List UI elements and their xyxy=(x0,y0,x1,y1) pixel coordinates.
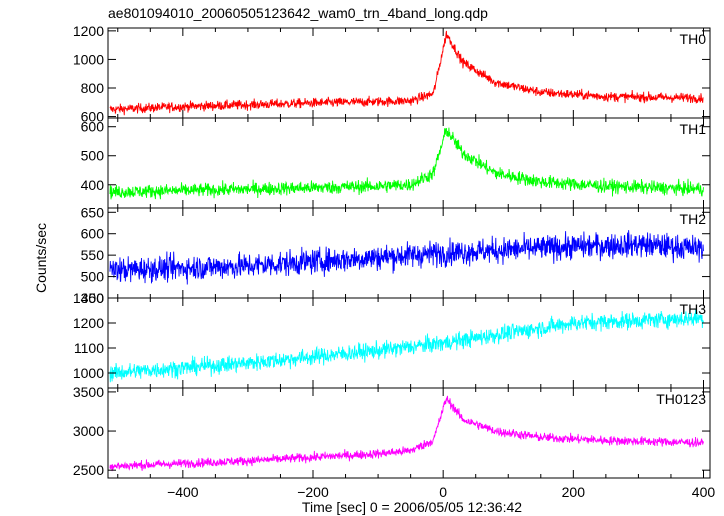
y-axis-title: Counts/sec xyxy=(33,223,49,293)
series-th3 xyxy=(109,309,704,383)
panel-th0: 600 800 1000 1200 TH0 xyxy=(73,23,711,125)
y-tick-label: 500 xyxy=(81,148,105,164)
panel-frame xyxy=(107,117,711,209)
y-tick-label: 550 xyxy=(81,247,105,263)
panel-label: TH0123 xyxy=(656,391,706,407)
series-th2 xyxy=(109,230,704,285)
plot-title: ae801094010_20060505123642_wam0_trn_4ban… xyxy=(108,5,488,21)
y-tick-label: 450 xyxy=(81,290,105,306)
y-tick-label: 500 xyxy=(81,269,105,285)
y-tick-label: 600 xyxy=(81,109,105,125)
x-tick-label: 0 xyxy=(439,484,447,500)
y-tick-label: 1000 xyxy=(73,365,104,381)
x-axis-labels: −400 −200 0 200 400 xyxy=(167,484,715,500)
series-th0123 xyxy=(109,395,704,472)
y-tick-label: 3500 xyxy=(73,384,104,400)
y-tick-label: 1100 xyxy=(74,340,104,356)
panel-label: TH3 xyxy=(680,301,707,317)
x-tick-label: −400 xyxy=(167,484,199,500)
x-axis-title: Time [sec] 0 = 2006/05/05 12:36:42 xyxy=(302,499,522,515)
panel-th1: 400 500 600 TH1 xyxy=(81,117,711,209)
y-tick-label: 3000 xyxy=(73,423,104,439)
panel-label: TH2 xyxy=(680,211,707,227)
series-th1 xyxy=(109,127,704,200)
series-th0 xyxy=(109,30,704,116)
panels: 600 800 1000 1200 TH0 400 500 600 TH1 450 500 550 60… xyxy=(73,23,711,479)
y-tick-label: 1200 xyxy=(73,315,104,331)
panel-th3: 1000 1100 1200 1300 TH3 xyxy=(73,290,711,389)
panel-label: TH0 xyxy=(680,31,707,47)
y-tick-label: 1200 xyxy=(73,23,104,39)
y-tick-label: 800 xyxy=(81,80,105,96)
y-tick-label: 400 xyxy=(81,177,105,193)
y-tick-label: 1300 xyxy=(73,290,104,306)
panel-label: TH1 xyxy=(680,121,707,137)
panel-th0123: 2500 3000 3500 TH0123 xyxy=(73,384,711,479)
x-tick-label: 400 xyxy=(692,484,716,500)
y-tick-label: 600 xyxy=(81,226,105,242)
panel-th2: 450 500 550 600 650 TH2 xyxy=(81,204,711,306)
y-tick-label: 2500 xyxy=(73,462,104,478)
y-tick-label: 650 xyxy=(81,204,105,220)
panel-frame xyxy=(107,387,711,479)
y-tick-label: 1000 xyxy=(73,51,104,67)
x-tick-label: 200 xyxy=(562,484,586,500)
panel-frame xyxy=(107,297,711,389)
x-tick-label: −200 xyxy=(297,484,329,500)
y-tick-label: 600 xyxy=(81,119,105,135)
